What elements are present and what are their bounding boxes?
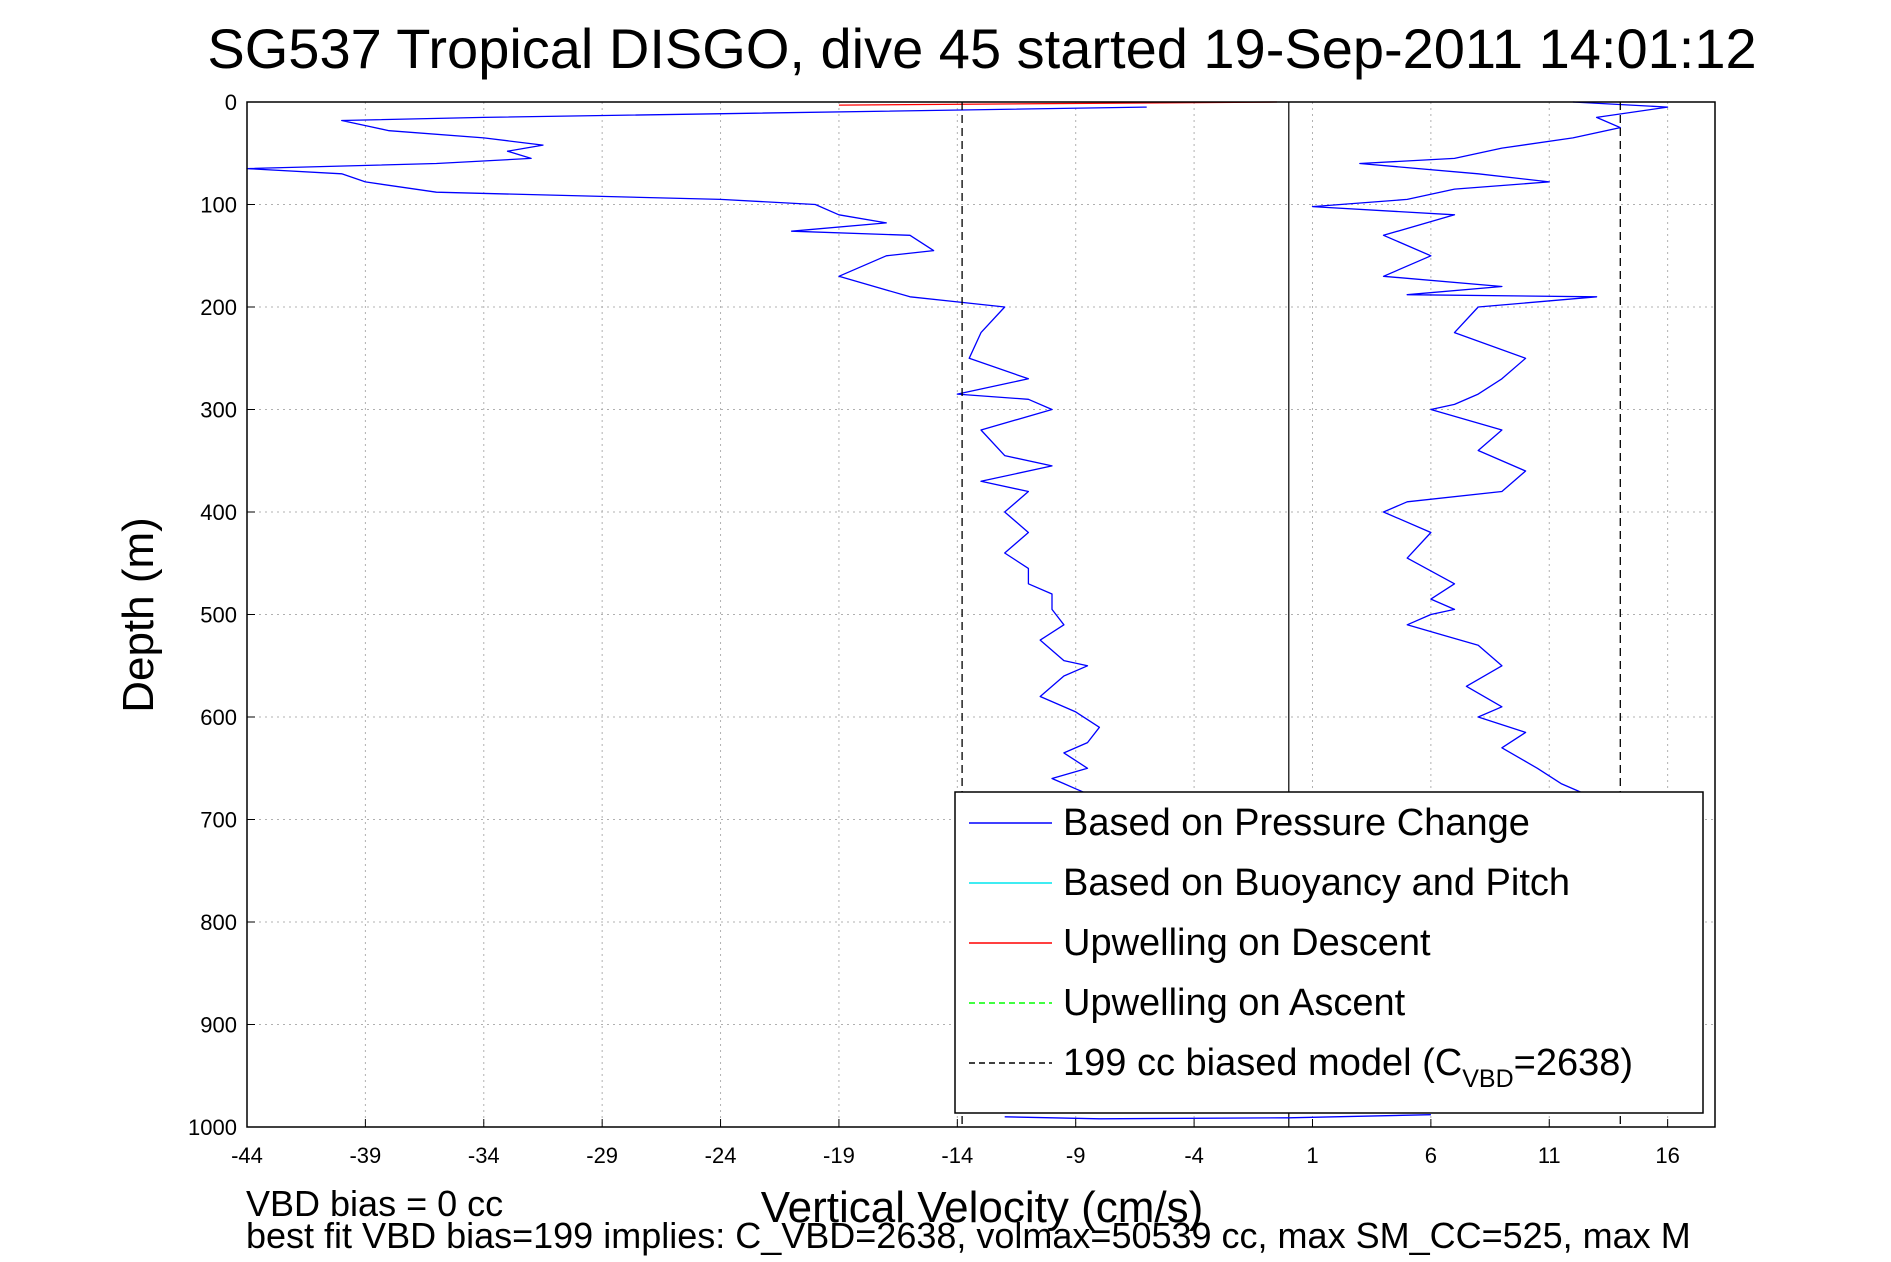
x-tick-label: -19: [823, 1143, 855, 1168]
legend-model-main: 199 cc biased model (C: [1063, 1042, 1462, 1084]
x-tick-label: -24: [705, 1143, 737, 1168]
legend-model-tail: =2638): [1514, 1042, 1633, 1084]
y-tick-label: 200: [200, 295, 237, 320]
x-tick-label: -14: [941, 1143, 973, 1168]
y-tick-label: 800: [200, 910, 237, 935]
y-tick-label: 600: [200, 705, 237, 730]
x-tick-label: 11: [1538, 1143, 1561, 1168]
x-tick-label: 1: [1306, 1143, 1318, 1168]
x-tick-label: -39: [349, 1143, 381, 1168]
legend-label-buoyancy: Based on Buoyancy and Pitch: [1063, 862, 1570, 904]
y-tick-label: 500: [200, 603, 237, 628]
legend-box: [954, 791, 1704, 1114]
y-tick-label: 100: [200, 193, 237, 218]
vbd-bias-note: VBD bias = 0 cc: [246, 1183, 504, 1224]
plot-border: [246, 101, 1716, 1128]
y-tick-label: 300: [200, 398, 237, 423]
x-tick-label: -4: [1184, 1143, 1204, 1168]
legend: Based on Pressure Change Based on Buoyan…: [954, 791, 1704, 1114]
x-tick-label: -29: [586, 1143, 618, 1168]
chart-title: SG537 Tropical DISGO, dive 45 started 19…: [207, 17, 1756, 80]
y-axis-label: Depth (m): [114, 517, 163, 713]
series-pressure-line: [1004, 1114, 1431, 1120]
best-fit-note: best fit VBD bias=199 implies: C_VBD=263…: [246, 1215, 1691, 1256]
y-tick-label: 400: [200, 500, 237, 525]
x-tick-label: 16: [1655, 1143, 1679, 1168]
legend-label-model: 199 cc biased model (CVBD=2638): [1063, 1042, 1633, 1093]
series-pressure-line: [1311, 101, 1669, 795]
y-tick-label: 700: [200, 808, 237, 833]
y-tick-label: 900: [200, 1013, 237, 1038]
series-pressure-line: [246, 106, 1147, 805]
y-tick-label: 0: [225, 90, 237, 115]
legend-label-upwelling-ascent: Upwelling on Ascent: [1063, 982, 1406, 1024]
legend-model-sub: VBD: [1462, 1065, 1513, 1093]
x-tick-label: 6: [1425, 1143, 1437, 1168]
x-tick-label: -34: [468, 1143, 500, 1168]
legend-label-upwelling-descent: Upwelling on Descent: [1063, 922, 1431, 964]
legend-label-pressure: Based on Pressure Change: [1063, 802, 1530, 844]
x-axis-ticks: -44 -39 -34 -29 -24 -19 -14 -9 -4 1 6 11 16: [231, 1119, 1680, 1168]
y-axis-ticks: 0 100 200 300 400 500 600 700 800 900 1000: [188, 90, 255, 1140]
y-tick-label: 1000: [188, 1115, 237, 1140]
x-tick-label: -44: [231, 1143, 263, 1168]
x-axis-label: Vertical Velocity (cm/s): [761, 1183, 1204, 1232]
x-tick-label: -9: [1066, 1143, 1086, 1168]
